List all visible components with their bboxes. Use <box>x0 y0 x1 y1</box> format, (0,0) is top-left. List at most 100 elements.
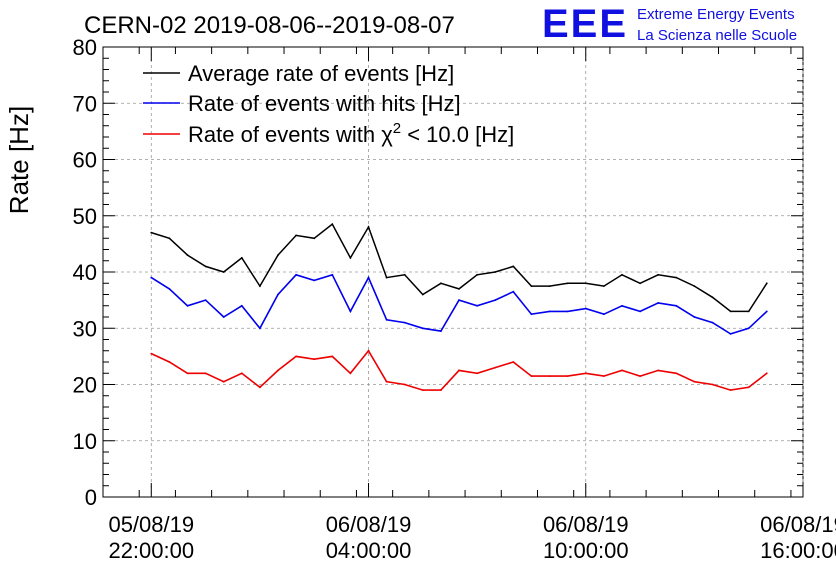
series-2-point-4 <box>222 380 225 383</box>
series-2-point-26 <box>621 369 623 372</box>
x-axis-ticks: 05/08/1922:00:0006/08/1904:00:0006/08/19… <box>108 47 836 563</box>
series-0-point-5 <box>240 257 243 259</box>
series-2-point-17 <box>458 369 460 372</box>
series-1-point-7 <box>277 293 279 296</box>
series-2-point-9 <box>313 358 316 361</box>
series-1-point-11 <box>349 310 352 313</box>
legend-label-hits: Rate of events with hits [Hz] <box>188 91 461 116</box>
series-2-point-27 <box>639 375 641 377</box>
series-0-point-28 <box>657 273 660 276</box>
series-1-point-10 <box>331 273 334 276</box>
x-tick-label-date-3: 06/08/19 <box>760 512 836 537</box>
y-tick-label-50: 50 <box>73 204 97 229</box>
legend-label-average: Average rate of events [Hz] <box>188 61 454 86</box>
y-tick-label-80: 80 <box>73 35 97 60</box>
series-0-point-0 <box>150 231 153 234</box>
series-0-point-22 <box>548 285 551 287</box>
series-0-point-23 <box>566 282 569 285</box>
series-1-point-29 <box>675 304 678 307</box>
series-0-point-31 <box>711 296 714 299</box>
series-line-0 <box>151 223 768 313</box>
series-1-point-16 <box>440 330 442 332</box>
series-2-point-7 <box>277 369 279 372</box>
series-2-point-28 <box>657 369 660 372</box>
series-2-point-32 <box>729 389 732 391</box>
series-0-point-7 <box>277 254 279 256</box>
series-2-point-21 <box>530 375 533 377</box>
series-1-point-2 <box>186 304 189 307</box>
series-1-point-8 <box>295 273 297 276</box>
series-2-point-0 <box>150 352 153 355</box>
series-2-point-6 <box>259 386 261 389</box>
y-tick-label-60: 60 <box>73 148 97 173</box>
series-0-point-9 <box>313 237 316 240</box>
series-1-point-0 <box>150 276 153 279</box>
series-1-point-27 <box>639 310 641 313</box>
x-tick-label-time-1: 04:00:00 <box>326 538 412 563</box>
y-tick-label-30: 30 <box>73 316 97 341</box>
series-0-point-3 <box>204 265 207 268</box>
series-2-point-30 <box>693 380 696 383</box>
series-1-point-20 <box>512 290 515 293</box>
series-1-point-1 <box>168 288 171 290</box>
series-2-point-33 <box>747 386 750 389</box>
y-tick-label-70: 70 <box>73 91 97 116</box>
series-0-point-15 <box>421 293 424 296</box>
series-1-point-26 <box>621 304 623 307</box>
series-1-point-25 <box>603 313 605 316</box>
series-1-point-21 <box>530 313 533 316</box>
series-0-point-19 <box>494 271 497 273</box>
series-1-point-4 <box>222 316 225 318</box>
series-0-point-21 <box>530 285 533 287</box>
series-2-point-11 <box>349 372 352 375</box>
legend-chi2-sup: 2 <box>393 120 401 137</box>
series-0-point-26 <box>621 273 623 276</box>
series-0-point-16 <box>440 282 442 285</box>
series-1-point-17 <box>458 299 460 301</box>
series-1-point-13 <box>385 318 388 321</box>
series-1-point-32 <box>729 333 732 335</box>
series-0-point-33 <box>747 310 750 313</box>
logo-line-1: Extreme Energy Events <box>637 6 795 23</box>
series-0-point-20 <box>512 265 515 268</box>
series-0-point-34 <box>765 282 768 285</box>
series-1-point-6 <box>259 327 261 330</box>
x-tick-label-time-2: 10:00:00 <box>543 538 629 563</box>
series-0-point-27 <box>639 282 641 285</box>
y-axis-label: Rate [Hz] <box>4 106 34 214</box>
legend-label-chi2: Rate of events with χ2 < 10.0 [Hz] <box>188 120 514 147</box>
series-2-point-10 <box>331 355 334 358</box>
series-0-point-17 <box>458 288 460 290</box>
x-tick-label-date-2: 06/08/19 <box>543 512 629 537</box>
series-0-point-18 <box>476 273 478 276</box>
series-1-point-15 <box>421 327 424 330</box>
series-2-point-8 <box>295 355 297 358</box>
y-axis-ticks: 0 10 20 30 40 50 60 70 80 <box>73 35 803 510</box>
series-2-point-5 <box>240 372 243 375</box>
series-0-point-6 <box>259 285 261 287</box>
series-2-point-13 <box>385 380 388 383</box>
series-1-point-12 <box>367 276 370 279</box>
series-2-point-23 <box>566 375 569 377</box>
series-0-point-24 <box>584 282 587 285</box>
data-series <box>150 223 768 391</box>
y-tick-label-0: 0 <box>85 485 97 510</box>
legend: Average rate of events [Hz] Rate of even… <box>143 61 514 147</box>
legend-chi2-prefix: Rate of events with χ <box>188 122 393 147</box>
series-0-point-14 <box>403 273 406 276</box>
series-0-point-12 <box>367 226 370 228</box>
series-0-point-30 <box>693 285 696 287</box>
series-2-point-15 <box>421 389 424 391</box>
series-1-point-30 <box>693 316 696 318</box>
legend-chi2-suffix: < 10.0 [Hz] <box>401 122 514 147</box>
series-2-point-18 <box>476 372 478 375</box>
x-tick-label-date-1: 06/08/19 <box>326 512 412 537</box>
series-1-point-31 <box>711 321 714 324</box>
series-2-point-29 <box>675 372 678 375</box>
series-1-point-5 <box>240 304 243 307</box>
series-0-point-1 <box>168 237 171 240</box>
series-0-point-25 <box>603 285 605 287</box>
series-2-point-14 <box>403 383 406 386</box>
series-2-point-12 <box>367 349 370 352</box>
